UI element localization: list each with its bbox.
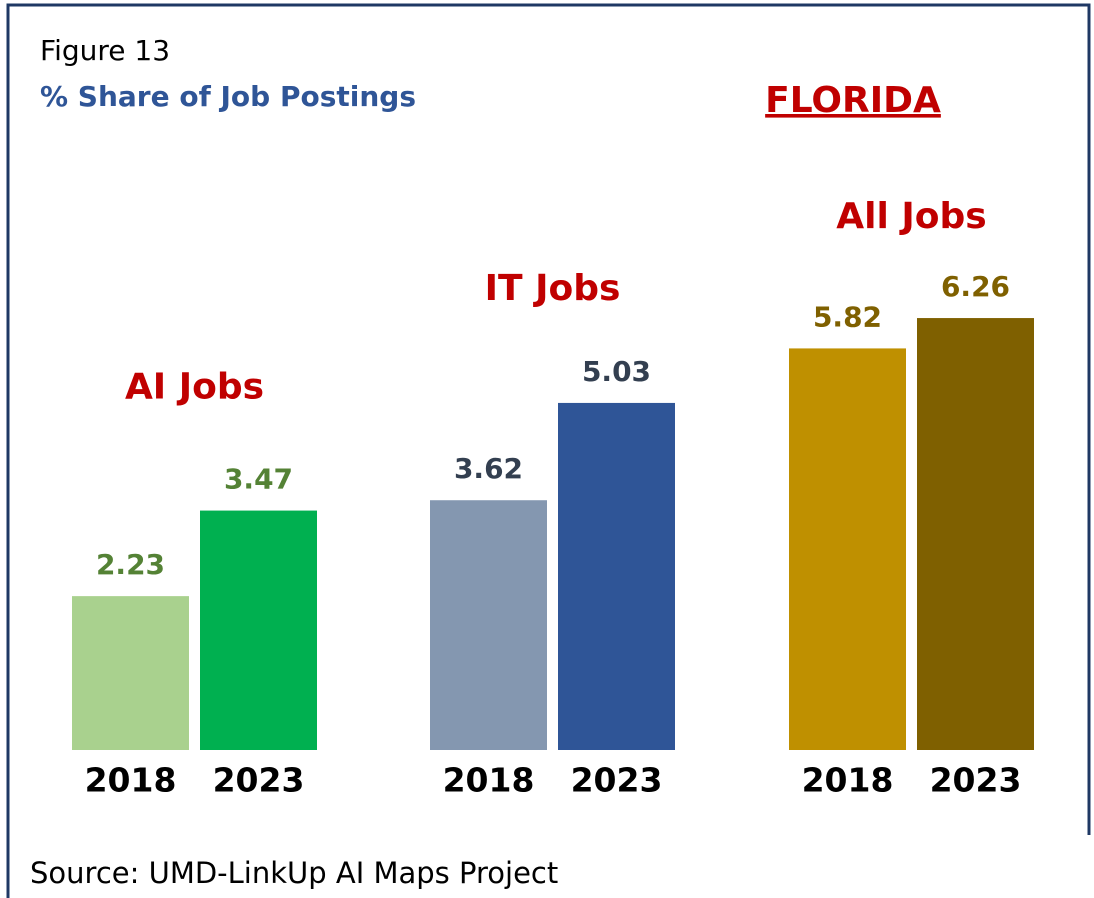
x-tick-label: 2023	[571, 761, 663, 800]
bar	[789, 348, 906, 750]
x-tick-label: 2018	[802, 761, 894, 800]
value-label: 2.23	[96, 548, 165, 581]
annotation: FLORIDA	[765, 80, 941, 121]
chart-subtitle: % Share of Job Postings	[40, 80, 416, 113]
bar	[200, 510, 317, 750]
bar	[917, 318, 1034, 750]
value-label: 5.82	[813, 300, 882, 333]
x-tick-label: 2018	[443, 761, 535, 800]
value-label: 3.62	[454, 452, 523, 485]
value-label: 5.03	[582, 355, 651, 388]
x-tick-label: 2023	[930, 761, 1022, 800]
value-label: 6.26	[941, 270, 1010, 303]
bar	[430, 500, 547, 750]
value-label: 3.47	[224, 463, 293, 496]
group-title: AI Jobs	[125, 367, 264, 408]
x-tick-label: 2023	[213, 761, 305, 800]
frame	[6, 3, 1091, 898]
source-note: Source: UMD-LinkUp AI Maps Project	[30, 856, 558, 890]
x-tick-label: 2018	[85, 761, 177, 800]
bar	[72, 596, 189, 750]
group-title: IT Jobs	[485, 268, 621, 309]
bar	[558, 402, 675, 750]
chart-title: Figure 13	[40, 34, 170, 67]
group-title: All Jobs	[836, 196, 986, 237]
